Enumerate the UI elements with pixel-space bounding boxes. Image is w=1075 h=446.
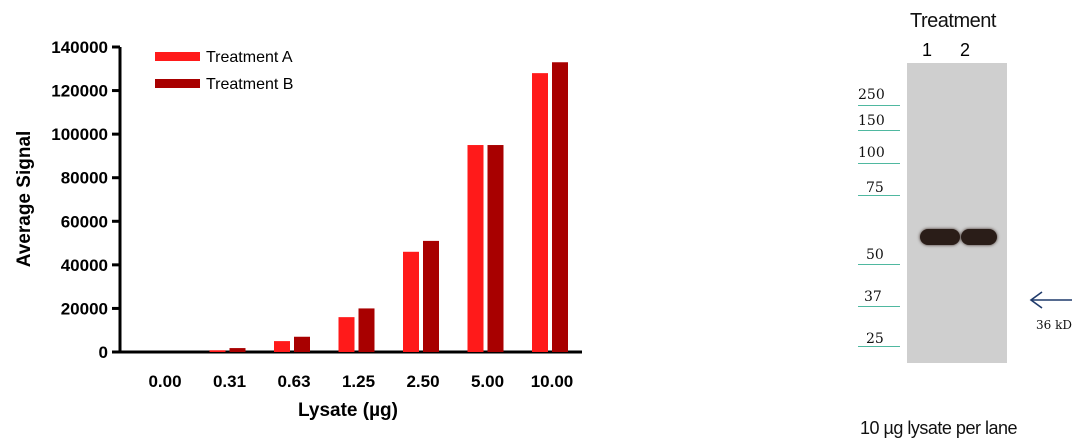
legend-swatch — [155, 52, 200, 61]
blot-title: Treatment — [910, 10, 996, 32]
legend: Treatment A Treatment B — [155, 49, 293, 93]
y-tick-label: 140000 — [51, 38, 108, 57]
y-tick-label: 100000 — [51, 125, 108, 144]
marker-25: 25 — [866, 331, 884, 347]
y-axis-title: Average Signal — [14, 131, 35, 268]
bar-treatment-b-1.25 — [358, 308, 375, 352]
x-tick-label: 0.63 — [277, 372, 310, 391]
bar-treatment-a-1.25 — [338, 317, 355, 352]
blot-caption: 10 µg lysate per lane — [860, 418, 1017, 438]
bar-treatment-a-5.00 — [467, 145, 484, 352]
marker-37: 37 — [864, 289, 882, 305]
blot-membrane — [907, 63, 1007, 363]
marker-line-37 — [858, 306, 900, 307]
marker-line-100 — [858, 163, 900, 164]
y-tick-label: 0 — [99, 343, 108, 362]
y-tick-label: 40000 — [61, 256, 108, 275]
marker-line-250 — [858, 105, 900, 106]
x-tick-label: 1.25 — [342, 372, 375, 391]
marker-line-75 — [858, 195, 900, 196]
bars-group — [209, 62, 568, 353]
marker-line-50 — [858, 264, 900, 265]
legend-label: Treatment B — [206, 76, 293, 93]
bar-chart: 020000400006000080000100000120000140000 … — [14, 38, 582, 421]
x-tick-label: 5.00 — [471, 372, 504, 391]
marker-250: 250 — [858, 87, 885, 103]
y-axis: 0 20000 40000 60000 80000 100000 120000 140000 — [51, 38, 122, 362]
bar-treatment-a-0.31 — [209, 350, 226, 352]
bar-treatment-a-0.63 — [274, 341, 290, 352]
marker-50: 50 — [866, 247, 884, 263]
lane-label-2: 2 — [960, 40, 971, 60]
legend-label: Treatment A — [206, 49, 293, 66]
band-size-label: 36 kD — [1036, 318, 1072, 332]
x-axis: 0.00 0.31 0.63 1.25 2.50 5.00 10.00 — [119, 350, 582, 391]
y-tick-label: 20000 — [61, 299, 108, 318]
lane-label-1: 1 — [922, 40, 933, 60]
x-tick-label: 0.00 — [148, 372, 181, 391]
bar-treatment-a-10.00 — [532, 73, 548, 353]
x-tick-label: 2.50 — [406, 372, 439, 391]
x-axis-title: Lysate (µg) — [298, 400, 398, 421]
band-lane-1 — [920, 229, 960, 245]
y-tick-label: 60000 — [61, 212, 108, 231]
western-blot: Treatment 1 2 250 150 100 75 50 37 25 36… — [840, 0, 1075, 446]
bar-treatment-b-0.63 — [294, 336, 310, 352]
y-tick-label: 80000 — [61, 169, 108, 188]
bar-treatment-b-10.00 — [552, 62, 568, 352]
marker-line-25 — [858, 346, 900, 347]
legend-swatch — [155, 79, 200, 88]
marker-75: 75 — [866, 180, 884, 196]
x-tick-label: 0.31 — [213, 372, 246, 391]
arrow-left-icon — [1029, 291, 1072, 309]
marker-150: 150 — [858, 113, 885, 129]
bar-treatment-a-2.50 — [403, 251, 419, 352]
marker-100: 100 — [858, 145, 885, 161]
bar-treatment-b-0.31 — [229, 348, 246, 352]
x-tick-label: 10.00 — [531, 372, 574, 391]
marker-line-150 — [858, 130, 900, 131]
bar-treatment-b-5.00 — [487, 145, 504, 352]
y-tick-label: 120000 — [51, 82, 108, 101]
bar-treatment-b-2.50 — [423, 240, 439, 352]
band-lane-2 — [961, 229, 997, 245]
